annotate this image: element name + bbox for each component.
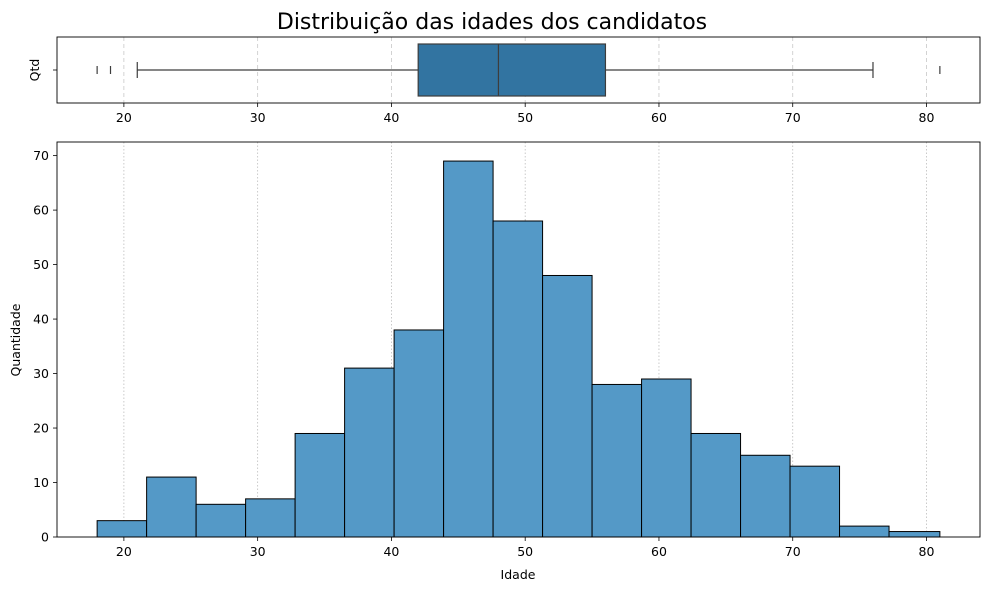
histogram-y-tick-label: 0	[41, 530, 49, 545]
histogram-bar	[443, 160, 494, 538]
histogram-bar	[888, 531, 941, 538]
histogram-bar	[195, 503, 247, 538]
boxplot-x-tick-label: 30	[250, 110, 266, 125]
histogram-bar	[641, 378, 692, 538]
histogram-bar	[393, 329, 445, 538]
histogram-x-tick-label: 70	[785, 544, 801, 559]
boxplot-x-tick-label: 40	[383, 110, 399, 125]
histogram-bar	[245, 498, 296, 538]
histogram-bar	[294, 432, 346, 538]
histogram-bar	[542, 274, 593, 538]
histogram-x-axis-label: Idade	[501, 567, 536, 582]
histogram-x-tick-label: 50	[517, 544, 533, 559]
histogram-y-tick-label: 50	[33, 257, 49, 272]
boxplot-panel: 20 30 40 50 60 70 80	[53, 36, 981, 125]
histogram-bar	[146, 476, 197, 538]
boxplot-x-tick-label: 60	[651, 110, 667, 125]
boxplot-x-tick-label: 70	[785, 110, 801, 125]
boxplot-frame	[56, 36, 981, 104]
histogram-frame	[56, 141, 981, 538]
histogram-bar	[96, 520, 148, 538]
histogram-x-tick-label: 20	[116, 544, 132, 559]
boxplot-y-axis-label: Qtd	[27, 59, 42, 82]
histogram-x-tick-label: 30	[250, 544, 266, 559]
histogram-x-tick-label: 40	[383, 544, 399, 559]
chart-title: Distribuição das idades dos candidatos	[277, 10, 707, 35]
histogram-panel: 20 30 40 50 60 70 80 0 10 20 30 40 50 60 70	[33, 141, 981, 559]
boxplot-x-tick-label: 50	[517, 110, 533, 125]
histogram-bar	[839, 525, 890, 538]
histogram-bar	[591, 383, 643, 538]
histogram-x-tick-label: 80	[919, 544, 935, 559]
histogram-y-tick-label: 20	[33, 421, 49, 436]
boxplot-box	[417, 43, 607, 97]
histogram-y-tick-label: 60	[33, 203, 49, 218]
histogram-x-tick-label: 60	[651, 544, 667, 559]
histogram-bar	[492, 220, 544, 538]
histogram-y-tick-label: 40	[33, 312, 49, 327]
histogram-y-axis-label: Quantidade	[8, 303, 23, 376]
histogram-bar	[344, 367, 395, 538]
histogram-bar	[789, 465, 841, 538]
histogram-y-tick-label: 10	[33, 475, 49, 490]
histogram-bar	[740, 454, 791, 538]
histogram-bar	[690, 432, 742, 538]
histogram-y-tick-label: 70	[33, 148, 49, 163]
histogram-y-tick-label: 30	[33, 366, 49, 381]
boxplot-x-tick-label: 80	[919, 110, 935, 125]
boxplot-x-tick-label: 20	[116, 110, 132, 125]
